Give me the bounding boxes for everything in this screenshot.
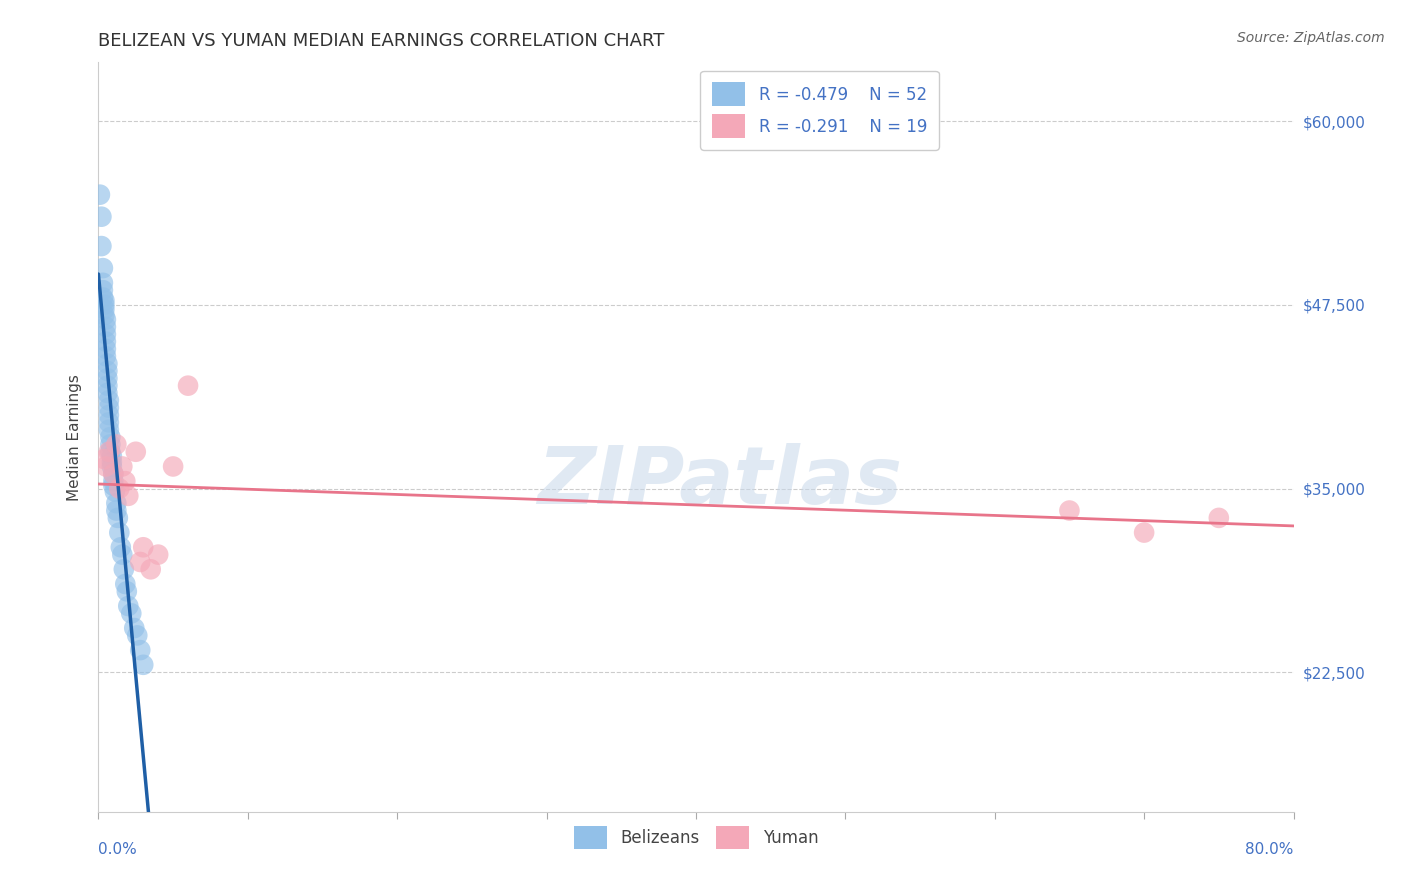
Point — [114, 577, 136, 591]
Point — [125, 444, 148, 458]
Point — [114, 474, 136, 488]
Point — [96, 357, 118, 371]
Point — [129, 555, 152, 569]
Point — [97, 423, 120, 437]
Point — [112, 562, 135, 576]
Point — [115, 584, 138, 599]
Point — [94, 349, 117, 363]
Point — [120, 607, 142, 621]
Point — [103, 467, 125, 481]
Point — [97, 393, 120, 408]
Point — [111, 548, 134, 562]
Point — [108, 525, 131, 540]
Point — [101, 455, 124, 469]
Point — [103, 478, 125, 492]
Point — [98, 437, 122, 451]
Point — [96, 364, 118, 378]
Point — [94, 319, 117, 334]
Point — [91, 261, 114, 276]
Point — [98, 444, 122, 458]
Point — [94, 334, 117, 349]
Text: Source: ZipAtlas.com: Source: ZipAtlas.com — [1237, 31, 1385, 45]
Point — [101, 449, 124, 463]
Point — [177, 378, 200, 392]
Point — [93, 302, 115, 317]
Point — [96, 371, 118, 385]
Text: BELIZEAN VS YUMAN MEDIAN EARNINGS CORRELATION CHART: BELIZEAN VS YUMAN MEDIAN EARNINGS CORREL… — [98, 32, 665, 50]
Point — [94, 459, 117, 474]
Point — [91, 291, 114, 305]
Point — [107, 511, 129, 525]
Point — [91, 283, 114, 297]
Point — [97, 444, 120, 458]
Point — [97, 416, 120, 430]
Point — [124, 621, 146, 635]
Point — [98, 430, 122, 444]
Point — [103, 467, 125, 481]
Point — [93, 308, 115, 322]
Legend: Belizeans, Yuman: Belizeans, Yuman — [567, 819, 825, 855]
Point — [94, 342, 117, 356]
Point — [132, 657, 155, 672]
Point — [1133, 525, 1156, 540]
Point — [139, 562, 162, 576]
Point — [105, 437, 128, 451]
Text: ZIPatlas: ZIPatlas — [537, 443, 903, 521]
Point — [97, 408, 120, 422]
Point — [96, 386, 118, 401]
Text: 0.0%: 0.0% — [98, 842, 138, 856]
Point — [1059, 503, 1081, 517]
Point — [94, 327, 117, 342]
Point — [96, 378, 118, 392]
Point — [101, 459, 124, 474]
Point — [129, 643, 152, 657]
Point — [162, 459, 184, 474]
Point — [148, 548, 170, 562]
Point — [90, 239, 112, 253]
Point — [94, 312, 117, 326]
Point — [93, 452, 115, 467]
Point — [97, 401, 120, 415]
Point — [105, 496, 128, 510]
Point — [89, 187, 111, 202]
Point — [132, 541, 155, 555]
Point — [105, 503, 128, 517]
Point — [104, 484, 127, 499]
Point — [91, 276, 114, 290]
Point — [111, 459, 134, 474]
Point — [117, 489, 139, 503]
Point — [93, 293, 115, 308]
Point — [110, 541, 132, 555]
Point — [127, 628, 149, 642]
Point — [117, 599, 139, 613]
Y-axis label: Median Earnings: Median Earnings — [67, 374, 83, 500]
Point — [103, 474, 125, 488]
Point — [93, 298, 115, 312]
Text: 80.0%: 80.0% — [1246, 842, 1294, 856]
Point — [108, 482, 131, 496]
Point — [1208, 511, 1230, 525]
Point — [90, 210, 112, 224]
